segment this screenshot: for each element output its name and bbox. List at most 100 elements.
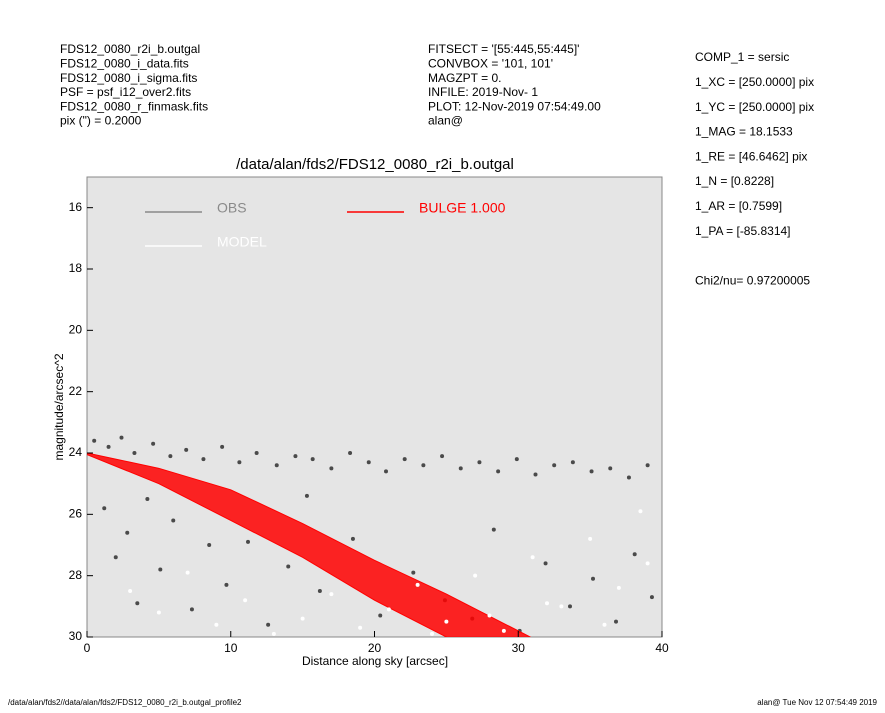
data-point bbox=[128, 589, 133, 593]
data-point bbox=[237, 460, 242, 465]
info-middle: alan@ bbox=[428, 114, 463, 128]
info-left: FDS12_0080_r_finmask.fits bbox=[60, 99, 208, 113]
data-point bbox=[568, 604, 572, 609]
data-point bbox=[545, 601, 549, 606]
data-point bbox=[514, 457, 519, 462]
data-point bbox=[189, 607, 194, 612]
data-point bbox=[378, 613, 383, 618]
data-point bbox=[552, 463, 557, 468]
data-point bbox=[254, 451, 259, 455]
data-point bbox=[440, 454, 445, 459]
info-middle: FITSECT = '[55:445,55:445]' bbox=[428, 42, 579, 56]
data-point bbox=[145, 497, 150, 501]
info-middle: CONVBOX = '101, 101' bbox=[428, 56, 553, 70]
data-point bbox=[358, 625, 363, 630]
data-point bbox=[496, 469, 501, 474]
data-point bbox=[591, 576, 595, 581]
data-point bbox=[92, 438, 97, 443]
data-point bbox=[415, 582, 420, 587]
info-left: PSF = psf_i12_over2.fits bbox=[60, 85, 191, 99]
data-point bbox=[588, 536, 593, 541]
info-right: 1_MAG = 18.1533 bbox=[695, 125, 793, 139]
footer-left: /data/alan/fds2//data/alan/fds2/FDS12_00… bbox=[8, 698, 242, 707]
footer-right: alan@ Tue Nov 12 07:54:49 2019 bbox=[757, 698, 877, 707]
data-point bbox=[329, 592, 334, 597]
bulge-band bbox=[87, 452, 532, 637]
data-point bbox=[220, 444, 225, 449]
data-point bbox=[402, 457, 407, 462]
data-point bbox=[113, 555, 118, 560]
data-point bbox=[559, 604, 564, 609]
data-point bbox=[477, 460, 482, 465]
data-point bbox=[570, 460, 575, 465]
data-point bbox=[224, 582, 229, 587]
info-left: FDS12_0080_r2i_b.outgal bbox=[60, 42, 200, 56]
data-point bbox=[106, 444, 111, 449]
x-tick-label: 40 bbox=[655, 641, 669, 655]
data-point bbox=[487, 613, 492, 618]
x-axis-label: Distance along sky [arcsec] bbox=[302, 654, 448, 668]
data-point bbox=[473, 573, 478, 578]
data-point bbox=[386, 607, 391, 612]
data-point bbox=[350, 536, 355, 541]
data-point bbox=[214, 622, 219, 627]
chart-title: /data/alan/fds2/FDS12_0080_r2i_b.outgal bbox=[236, 156, 514, 173]
data-point bbox=[293, 454, 298, 459]
data-point bbox=[430, 631, 434, 636]
data-point bbox=[151, 441, 156, 446]
y-axis-label: magnitude/arcsec^2 bbox=[52, 353, 66, 460]
y-tick-label: 30 bbox=[69, 629, 83, 643]
data-point bbox=[135, 601, 140, 606]
y-tick-label: 16 bbox=[69, 200, 83, 214]
data-point bbox=[645, 463, 650, 468]
data-point bbox=[421, 463, 426, 468]
legend-label: BULGE 1.000 bbox=[419, 200, 506, 216]
data-point bbox=[201, 457, 206, 462]
data-point bbox=[310, 457, 315, 462]
data-point bbox=[158, 567, 163, 572]
info-right: 1_RE = [46.6462] pix bbox=[695, 149, 807, 163]
info-middle: MAGZPT = 0. bbox=[428, 71, 501, 85]
data-point bbox=[614, 619, 618, 624]
data-point bbox=[616, 585, 621, 590]
data-point bbox=[501, 628, 506, 633]
data-point bbox=[626, 475, 631, 480]
data-point bbox=[317, 589, 322, 593]
data-point bbox=[384, 469, 388, 474]
data-point bbox=[184, 447, 189, 452]
info-right: 1_PA = [-85.8314] bbox=[695, 224, 791, 238]
y-tick-label: 18 bbox=[69, 261, 83, 275]
info-right: Chi2/nu= 0.97200005 bbox=[695, 273, 810, 287]
data-point bbox=[125, 530, 130, 535]
x-tick-label: 0 bbox=[84, 641, 91, 655]
data-point bbox=[543, 561, 548, 566]
legend-label: MODEL bbox=[217, 234, 267, 250]
legend-label: OBS bbox=[217, 200, 247, 216]
data-point bbox=[533, 472, 538, 477]
info-right: 1_YC = [250.0000] pix bbox=[695, 100, 814, 114]
info-left: pix (") = 0.2000 bbox=[60, 114, 142, 128]
data-point bbox=[366, 460, 371, 465]
data-point bbox=[132, 451, 137, 455]
data-point bbox=[632, 552, 637, 557]
data-point bbox=[491, 527, 496, 532]
data-point bbox=[207, 543, 212, 547]
y-tick-label: 24 bbox=[69, 445, 83, 459]
info-right: 1_XC = [250.0000] pix bbox=[695, 75, 814, 89]
plot-content bbox=[87, 435, 654, 637]
data-point bbox=[608, 466, 613, 471]
data-point bbox=[243, 598, 248, 603]
data-point bbox=[329, 466, 334, 471]
data-point bbox=[411, 570, 416, 575]
data-point bbox=[266, 622, 271, 627]
info-middle: INFILE: 2019-Nov- 1 bbox=[428, 85, 538, 99]
data-point bbox=[246, 539, 250, 544]
data-point bbox=[274, 463, 279, 468]
data-point bbox=[171, 518, 176, 523]
info-right: COMP_1 = sersic bbox=[695, 50, 789, 64]
data-point bbox=[444, 619, 449, 624]
info-right: 1_N = [0.8228] bbox=[695, 174, 774, 188]
data-point bbox=[102, 506, 107, 511]
